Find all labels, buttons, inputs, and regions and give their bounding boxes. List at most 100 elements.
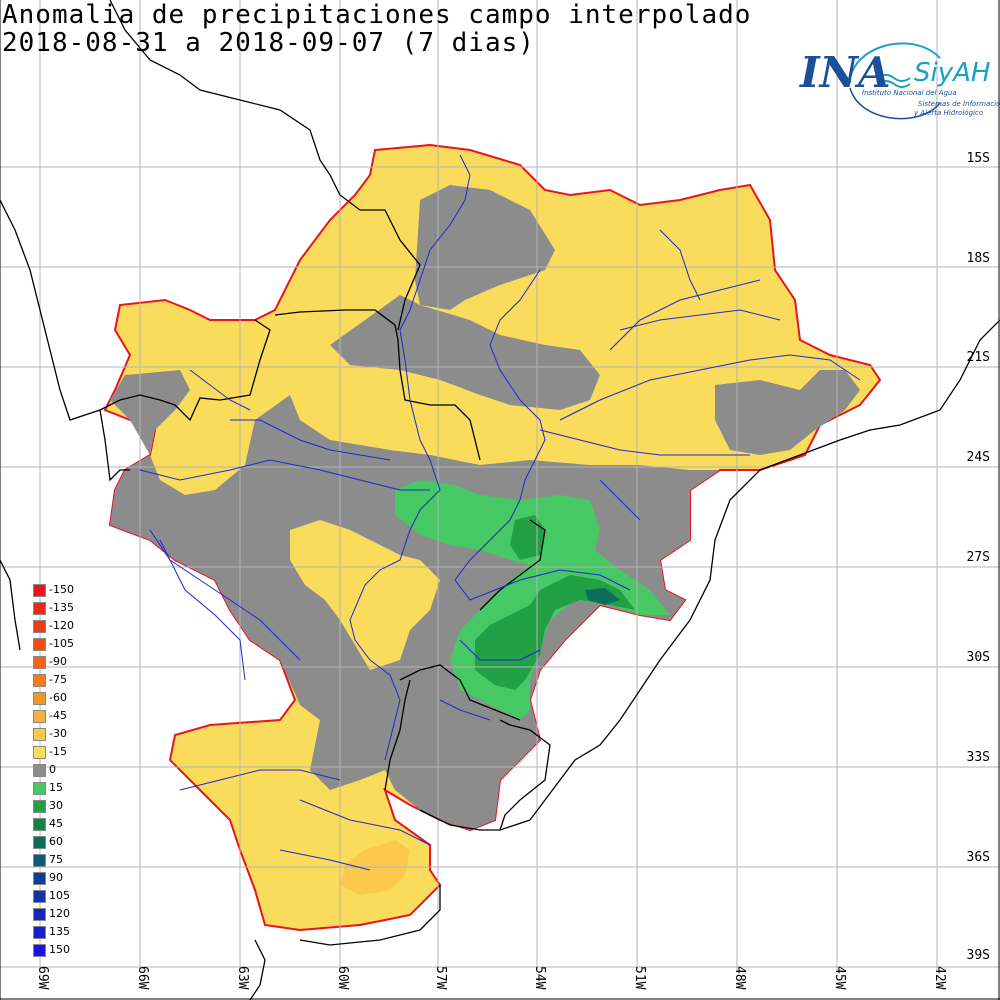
legend-swatch bbox=[33, 638, 46, 651]
logo-subtitle: y Alerta Hidrológico bbox=[914, 109, 984, 117]
logo-ina-text: INA bbox=[800, 48, 891, 97]
lon-label: 54W bbox=[532, 966, 547, 990]
lat-label: 24S bbox=[966, 450, 990, 465]
legend-swatch bbox=[33, 782, 46, 795]
legend-label: 105 bbox=[49, 889, 70, 902]
legend-item: -120 bbox=[33, 617, 93, 635]
legend-swatch bbox=[33, 602, 46, 615]
legend-swatch bbox=[33, 854, 46, 867]
legend-label: 0 bbox=[49, 763, 56, 776]
legend-label: -150 bbox=[49, 583, 74, 596]
legend-item: -105 bbox=[33, 635, 93, 653]
legend-label: 120 bbox=[49, 907, 70, 920]
legend-label: -60 bbox=[49, 691, 67, 704]
lat-label: 30S bbox=[966, 650, 990, 665]
lon-label: 48W bbox=[732, 966, 747, 990]
legend-label: 135 bbox=[49, 925, 70, 938]
legend-item: 15 bbox=[33, 779, 93, 797]
legend-swatch bbox=[33, 728, 46, 741]
legend-swatch bbox=[33, 908, 46, 921]
legend-swatch bbox=[33, 926, 46, 939]
lon-label: 60W bbox=[335, 966, 350, 990]
map-date-range: 2018-08-31 a 2018-09-07 (7 dias) bbox=[2, 28, 535, 58]
legend-item: 45 bbox=[33, 815, 93, 833]
logo-siyah-text: SiyAH bbox=[914, 58, 991, 88]
legend-label: 75 bbox=[49, 853, 63, 866]
legend-swatch bbox=[33, 800, 46, 813]
legend-label: -45 bbox=[49, 709, 67, 722]
anomaly-zone-minus15 bbox=[290, 520, 440, 670]
legend-label: 15 bbox=[49, 781, 63, 794]
lon-label: 45W bbox=[832, 966, 847, 990]
legend-swatch bbox=[33, 674, 46, 687]
legend-item: 90 bbox=[33, 869, 93, 887]
legend-item: -60 bbox=[33, 689, 93, 707]
anomaly-zone-plus45 bbox=[585, 588, 620, 605]
logo-subtitle: Sistemas de Información bbox=[918, 100, 1000, 108]
legend-item: 75 bbox=[33, 851, 93, 869]
lat-label: 21S bbox=[966, 350, 990, 365]
anomaly-zone-plus30 bbox=[510, 515, 545, 560]
legend-swatch bbox=[33, 944, 46, 957]
map-title: Anomalia de precipitaciones campo interp… bbox=[2, 0, 752, 30]
lat-label: 27S bbox=[966, 550, 990, 565]
legend-label: 90 bbox=[49, 871, 63, 884]
lat-label: 18S bbox=[966, 251, 990, 266]
graticule bbox=[0, 0, 1000, 970]
legend-item: 105 bbox=[33, 887, 93, 905]
legend-swatch bbox=[33, 890, 46, 903]
legend-item: 0 bbox=[33, 761, 93, 779]
anomaly-zone-zero bbox=[415, 185, 555, 310]
legend-label: -120 bbox=[49, 619, 74, 632]
rivers bbox=[139, 154, 861, 871]
legend-swatch bbox=[33, 692, 46, 705]
legend-swatch bbox=[33, 764, 46, 777]
legend-label: 150 bbox=[49, 943, 70, 956]
legend-label: -135 bbox=[49, 601, 74, 614]
legend-item: -150 bbox=[33, 581, 93, 599]
legend-swatch bbox=[33, 710, 46, 723]
legend-label: -15 bbox=[49, 745, 67, 758]
legend-swatch bbox=[33, 818, 46, 831]
lat-label: 33S bbox=[966, 750, 990, 765]
legend-label: -75 bbox=[49, 673, 67, 686]
lon-label: 57W bbox=[433, 966, 448, 990]
legend-label: 45 bbox=[49, 817, 63, 830]
lon-label: 51W bbox=[632, 966, 647, 990]
legend-item: -15 bbox=[33, 743, 93, 761]
lon-label: 69W bbox=[35, 966, 50, 990]
legend-label: 60 bbox=[49, 835, 63, 848]
legend-label: -30 bbox=[49, 727, 67, 740]
logo-subtitle: Instituto Nacional del Agua bbox=[862, 89, 957, 97]
ina-siyah-logo: INA SiyAH Instituto Nacional del Agua Si… bbox=[790, 28, 1000, 128]
legend-label: 30 bbox=[49, 799, 63, 812]
legend-item: 30 bbox=[33, 797, 93, 815]
lat-label: 39S bbox=[966, 948, 990, 963]
anomaly-zone-zero bbox=[715, 370, 860, 455]
legend-label: -90 bbox=[49, 655, 67, 668]
legend-item: -90 bbox=[33, 653, 93, 671]
lat-label: 15S bbox=[966, 151, 990, 166]
legend-swatch bbox=[33, 836, 46, 849]
anomaly-zone-plus15 bbox=[395, 480, 670, 720]
color-legend: -150 -135 -120 -105 -90 -75 -60 -45 -30 -15 0 15 30 4… bbox=[33, 581, 93, 959]
legend-item: -135 bbox=[33, 599, 93, 617]
lon-label: 63W bbox=[235, 966, 250, 990]
legend-item: -45 bbox=[33, 707, 93, 725]
logo-arc-icon bbox=[849, 42, 941, 120]
legend-item: 120 bbox=[33, 905, 93, 923]
legend-swatch bbox=[33, 584, 46, 597]
legend-item: 135 bbox=[33, 923, 93, 941]
legend-swatch bbox=[33, 872, 46, 885]
lon-label: 66W bbox=[135, 966, 150, 990]
legend-item: -75 bbox=[33, 671, 93, 689]
lon-label: 42W bbox=[932, 966, 947, 990]
legend-label: -105 bbox=[49, 637, 74, 650]
legend-item: 60 bbox=[33, 833, 93, 851]
legend-swatch bbox=[33, 656, 46, 669]
anomaly-zone-zero bbox=[330, 295, 600, 410]
legend-swatch bbox=[33, 746, 46, 759]
